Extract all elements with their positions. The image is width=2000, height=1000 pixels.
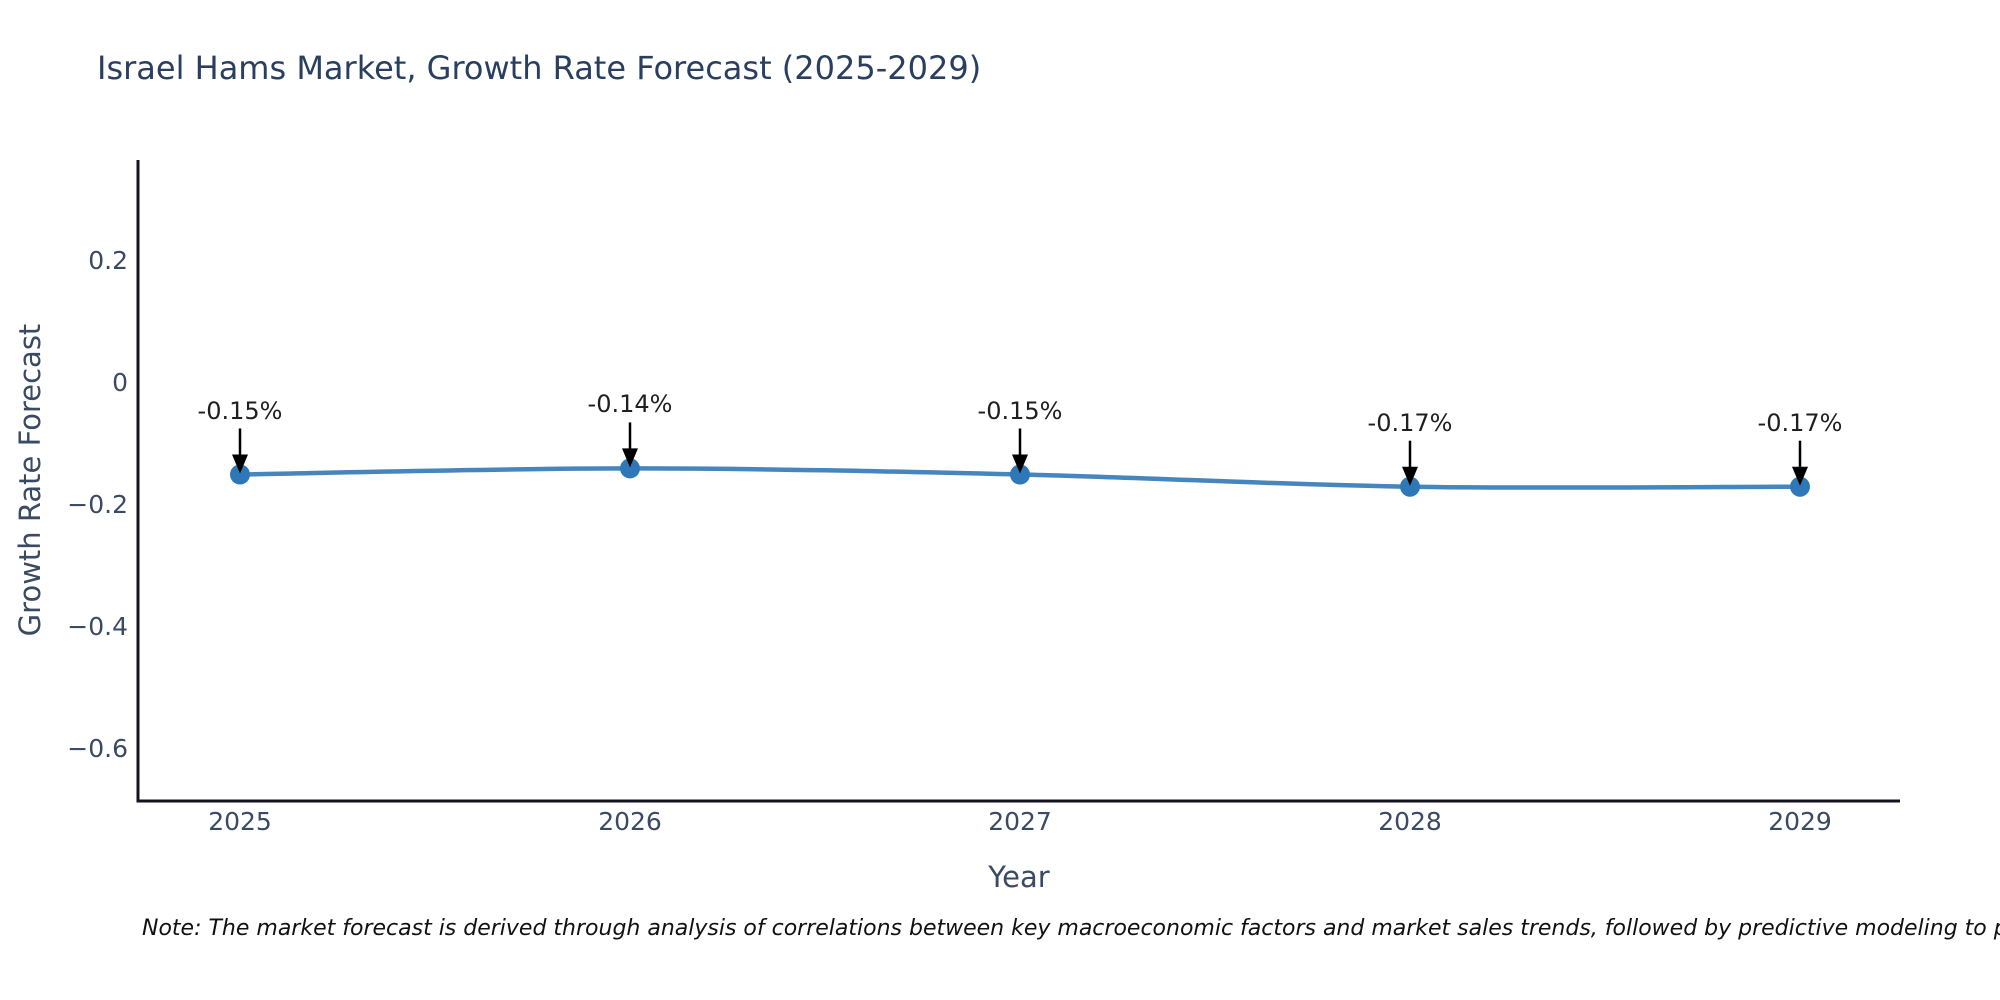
chart-title: Israel Hams Market, Growth Rate Forecast… [97,49,982,87]
point-value-annotation: -0.15% [197,396,283,425]
axis-lines [136,160,1900,803]
annotation-arrowhead [232,454,248,474]
annotation-arrowhead [622,448,638,468]
data-point-marker[interactable] [620,458,640,479]
data-point-marker[interactable] [230,464,250,485]
data-point-marker[interactable] [1010,464,1030,485]
point-value-annotation: -0.17% [1757,408,1843,437]
x-tick-label: 2026 [598,807,662,836]
y-tick-label: 0 [112,368,128,397]
data-point-marker[interactable] [1400,476,1420,497]
x-tick-label: 2025 [208,807,272,836]
y-tick-label: −0.6 [67,734,128,763]
annotation-arrowhead [1402,466,1418,486]
point-value-annotation: -0.14% [587,390,673,419]
x-tick-label: 2029 [1768,807,1832,836]
x-tick-label: 2027 [988,807,1052,836]
y-tick-label: −0.2 [67,490,128,519]
x-tick-label: 2028 [1378,807,1442,836]
point-value-annotation: -0.17% [1367,408,1453,437]
annotation-arrowhead [1792,466,1808,486]
y-tick-label: 0.2 [88,246,128,275]
y-tick-label: −0.4 [67,612,128,641]
x-axis-title: Year [988,860,1050,894]
point-value-annotation: -0.15% [977,396,1063,425]
data-point-marker[interactable] [1790,476,1810,497]
footnote: Note: The market forecast is derived thr… [142,916,2000,941]
annotation-arrowhead [1012,454,1028,474]
